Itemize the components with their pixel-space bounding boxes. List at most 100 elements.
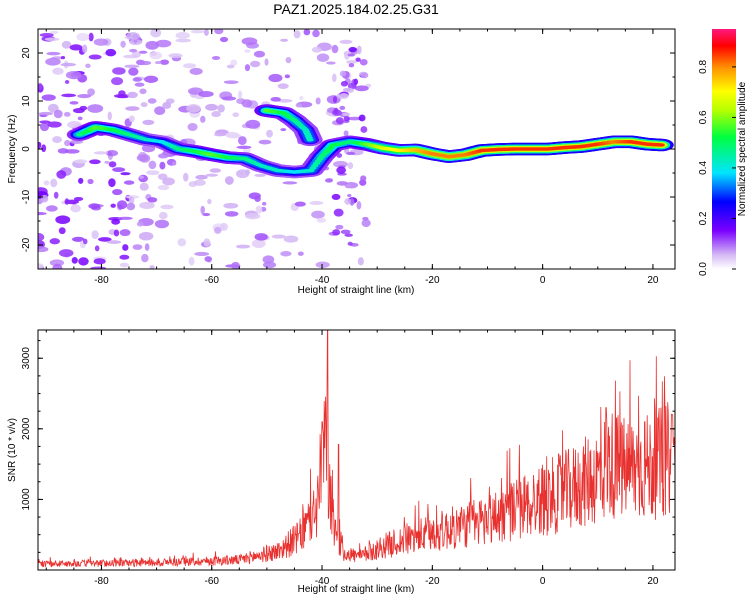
noise-blob [339,39,353,45]
noise-blob [43,180,50,186]
noise-blob [217,104,225,113]
noise-blob [177,238,187,247]
noise-blob [241,99,253,108]
snr-line [38,330,675,568]
noise-blob [136,221,144,227]
noise-blob [340,80,348,87]
figure-title: PAZ1.2025.184.02.25.G31 [273,1,439,17]
noise-blob [332,73,337,83]
noise-blob [128,196,135,204]
noise-blob [128,115,135,123]
noise-blob [129,48,138,53]
noise-blob [333,208,344,217]
noise-blob [356,200,362,210]
noise-blob [46,205,58,212]
noise-blob [270,96,281,102]
noise-blob [157,184,170,191]
noise-blob [52,263,63,269]
noise-blob [220,222,228,231]
noise-blob [39,122,50,132]
noise-blob [49,259,65,267]
noise-blob [159,161,166,170]
noise-blob [105,150,119,157]
noise-blob [361,219,371,228]
noise-blob [132,244,143,250]
noise-blob [254,173,266,177]
noise-blob [139,88,147,95]
noise-blob [79,105,88,111]
colorbar-tick-label: 0.0 [698,262,709,276]
noise-blob [106,240,122,244]
noise-blob [139,50,148,54]
noise-blob [55,215,71,225]
noise-blob [119,254,130,260]
y-tick-label: -10 [21,189,32,204]
noise-blob [132,77,142,82]
noise-blob [355,57,361,62]
noise-blob [255,205,263,214]
noise-blob [63,111,71,117]
noise-blob [119,262,130,268]
noise-blob [108,161,117,168]
noise-blob [123,180,135,185]
noise-blob [277,98,293,103]
noise-blob [268,73,283,83]
noise-blob [82,238,88,245]
noise-blob [198,90,214,98]
noise-blob [155,39,172,48]
noise-blob [336,181,348,186]
snr-plot-area [38,330,675,568]
noise-blob [340,229,351,235]
ridge-branch-segment [306,138,314,142]
noise-blob [38,83,43,90]
noise-blob [138,175,144,179]
x-tick-label: -40 [315,576,330,587]
noise-blob [74,159,88,164]
noise-blob [343,130,349,137]
noise-blob [342,88,351,92]
noise-blob [125,106,140,111]
noise-blob [53,109,63,119]
noise-blob [76,33,90,42]
noise-blob [52,67,64,75]
colorbar-tick-label: 0.2 [698,211,709,225]
noise-blob [209,168,222,173]
noise-blob [324,178,333,183]
noise-blob [332,96,337,103]
noise-blob [154,61,162,65]
noise-blob [331,193,341,200]
noise-blob [93,38,109,46]
noise-blob [346,60,357,64]
noise-blob [78,257,89,266]
noise-blob [339,70,347,77]
noise-blob [93,258,106,265]
noise-blob [211,111,221,118]
x-tick-label: -60 [205,275,220,286]
noise-blob [294,201,306,207]
noise-blob [223,80,239,84]
noise-blob [214,226,222,234]
noise-blob [186,104,201,113]
noise-blob [331,44,339,54]
noise-blob [342,112,351,117]
noise-blob [262,201,267,206]
noise-blob [136,154,149,162]
noise-blob [343,115,350,122]
noise-blob [221,96,237,101]
noise-blob [88,54,102,60]
noise-blob [162,102,172,109]
noise-blob [73,196,84,201]
x-tick-label: -20 [425,576,440,587]
noise-blob [154,219,170,229]
noise-blob [245,119,261,129]
noise-blob [326,61,336,65]
noise-blob [60,62,76,67]
noise-blob [38,232,45,242]
noise-blob [123,54,139,59]
noise-blob [158,211,168,220]
noise-blob [344,183,351,189]
noise-blob [69,44,83,51]
x-tick-label: -60 [205,576,220,587]
noise-blob [146,170,160,176]
x-tick-label: 20 [647,576,659,587]
